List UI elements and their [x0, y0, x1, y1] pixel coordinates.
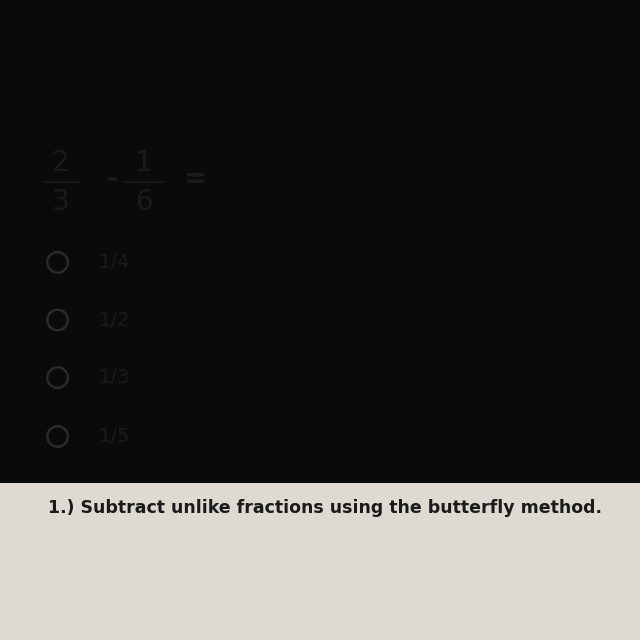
FancyBboxPatch shape	[0, 483, 640, 640]
Text: 6: 6	[135, 188, 153, 216]
Text: 1/2: 1/2	[99, 310, 131, 330]
Text: 1: 1	[135, 149, 153, 177]
Text: 3: 3	[52, 188, 70, 216]
Text: 2: 2	[52, 149, 70, 177]
Text: 1/4: 1/4	[99, 253, 131, 272]
Text: 1/5: 1/5	[99, 427, 131, 446]
Text: =: =	[184, 165, 207, 193]
Bar	[0, 483, 640, 640]
FancyBboxPatch shape	[10, 486, 630, 630]
Text: -: -	[106, 165, 118, 193]
Text: 1.) Subtract unlike fractions using the butterfly method.: 1.) Subtract unlike fractions using the …	[48, 499, 602, 517]
Text: 1/3: 1/3	[99, 368, 131, 387]
